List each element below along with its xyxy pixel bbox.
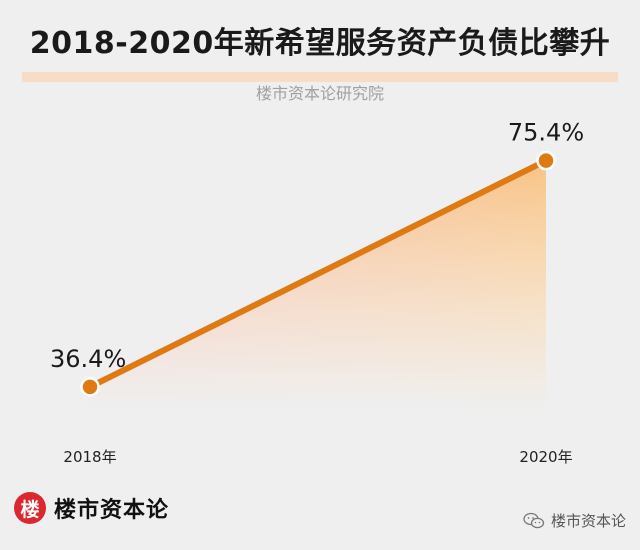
data-point-1: [80, 377, 100, 397]
title-band: [0, 14, 640, 82]
title-underline: [22, 72, 618, 82]
data-label-1: 36.4%: [50, 345, 126, 373]
brand-logo: 楼 楼市资本论: [14, 492, 169, 524]
chart-subtitle: 楼市资本论研究院: [255, 84, 384, 103]
logo-badge: 楼: [14, 492, 46, 524]
wechat-watermark: 楼市资本论: [523, 510, 626, 531]
series-line: [87, 157, 549, 390]
chart-title: 2018-2020年新希望服务资产负债比攀升: [29, 26, 611, 61]
x-tick-label-2: 2020年: [519, 448, 572, 466]
label-layer: 36.4% 2018年 75.4% 2020年: [50, 119, 584, 466]
x-tick-label-1: 2018年: [63, 448, 116, 466]
area-fade: [90, 160, 546, 410]
wechat-icon: [523, 512, 545, 528]
line-layer: [80, 150, 556, 397]
area-layer: [90, 160, 546, 410]
data-label-2: 75.4%: [508, 119, 584, 147]
wechat-label: 楼市资本论: [550, 512, 626, 530]
data-point-2: [536, 150, 556, 171]
brand-name: 楼市资本论: [54, 498, 170, 523]
